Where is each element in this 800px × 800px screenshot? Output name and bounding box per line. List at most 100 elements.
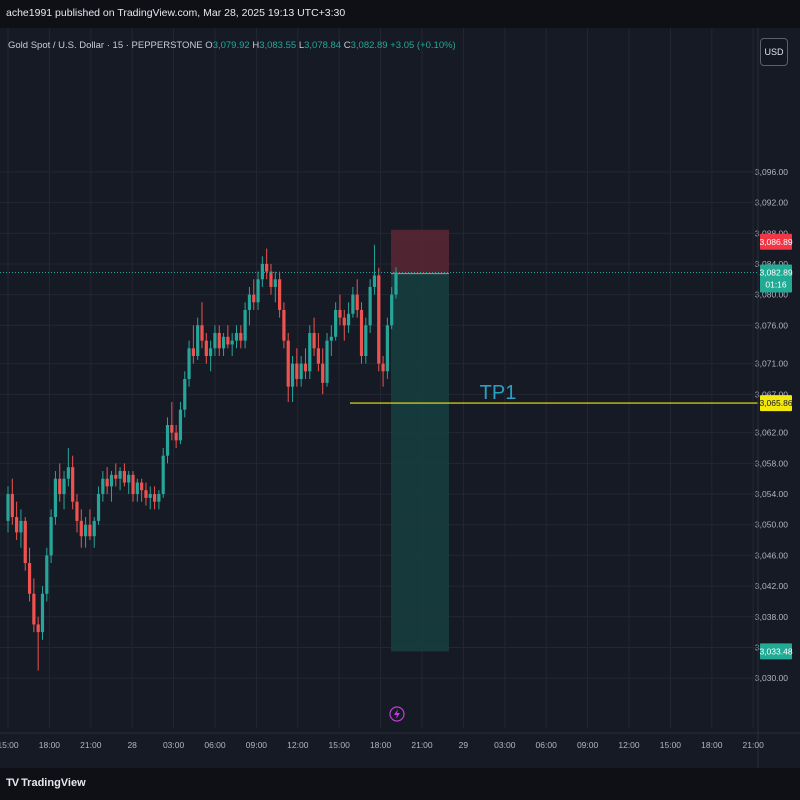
candle[interactable] [234,325,239,349]
candle[interactable] [161,448,165,498]
candle[interactable] [342,309,346,341]
candle[interactable] [204,332,208,364]
candle[interactable] [346,302,351,333]
candle[interactable] [71,455,75,510]
candle[interactable] [187,340,191,387]
candle[interactable] [217,325,221,356]
candle[interactable] [377,267,381,372]
candle[interactable] [200,302,204,349]
candle[interactable] [312,317,316,356]
candle[interactable] [334,302,338,341]
candle[interactable] [364,317,368,364]
candle[interactable] [183,371,187,418]
candle[interactable] [148,486,152,510]
candle[interactable] [53,471,58,525]
candle[interactable] [278,271,282,318]
candle[interactable] [23,517,27,571]
candle[interactable] [144,482,148,506]
candle[interactable] [338,294,342,326]
candle[interactable] [58,463,62,502]
candle[interactable] [295,348,299,387]
candle[interactable] [273,271,277,303]
candle[interactable] [135,478,139,502]
candle[interactable] [230,332,234,356]
candle[interactable] [45,547,49,602]
candle[interactable] [325,332,329,387]
candle[interactable] [269,263,273,295]
candle[interactable] [88,509,92,541]
candle[interactable] [226,325,230,349]
candle[interactable] [316,332,320,372]
candle[interactable] [127,471,131,495]
candle[interactable] [118,467,122,491]
candle[interactable] [368,279,372,333]
candle[interactable] [290,355,295,402]
candle[interactable] [36,616,40,671]
candle[interactable] [256,271,260,310]
candle[interactable] [32,578,36,633]
candle[interactable] [359,302,364,364]
currency-button[interactable]: USD [760,38,788,66]
candle[interactable] [152,486,157,510]
candle[interactable] [303,348,308,379]
candle-body [346,313,351,326]
candle[interactable] [114,463,118,487]
candle[interactable] [84,517,88,548]
candle-body [338,309,342,318]
candle[interactable] [92,517,96,548]
candle[interactable] [372,244,377,295]
candle[interactable] [122,463,126,487]
candle[interactable] [157,490,161,510]
candle[interactable] [351,286,355,318]
candle-body [381,363,385,372]
candle[interactable] [209,340,213,372]
candle[interactable] [140,478,144,502]
candle[interactable] [75,494,79,533]
candle[interactable] [308,325,312,379]
candle[interactable] [10,478,14,525]
candle[interactable] [131,471,135,502]
candle[interactable] [40,586,45,640]
candle[interactable] [15,501,19,541]
candle[interactable] [282,302,286,349]
chart-area[interactable]: TP1 3,030.003,034.003,038.003,042.003,04… [0,28,800,768]
candle-body [334,309,338,337]
candle[interactable] [196,317,200,360]
candle[interactable] [299,355,303,387]
candle[interactable] [355,279,359,318]
candle[interactable] [174,425,178,449]
candle[interactable] [19,509,23,548]
candle[interactable] [286,332,290,402]
candle[interactable] [252,279,256,310]
candle[interactable] [49,509,53,564]
candle[interactable] [213,325,217,356]
candle[interactable] [62,471,66,510]
candle[interactable] [6,486,10,533]
candle[interactable] [109,471,114,502]
candle[interactable] [66,448,70,487]
candle[interactable] [178,402,183,445]
price-tag-text: 3,065.86 [759,398,792,408]
lightning-icon[interactable] [389,706,405,722]
x-tick-label: 21:00 [80,740,102,750]
candle[interactable] [170,402,174,441]
candle[interactable] [329,325,333,356]
candle[interactable] [385,317,389,379]
candle[interactable] [101,471,105,502]
candle[interactable] [105,467,109,495]
candle[interactable] [243,302,247,349]
candle[interactable] [239,325,243,349]
candle[interactable] [321,348,325,395]
price-chart[interactable]: TP1 3,030.003,034.003,038.003,042.003,04… [0,28,800,768]
candle[interactable] [381,355,385,387]
candle[interactable] [390,286,394,330]
candle[interactable] [165,417,170,464]
candle[interactable] [191,325,195,364]
candle[interactable] [260,256,264,287]
candle[interactable] [27,547,32,602]
candle[interactable] [247,286,252,326]
candle[interactable] [221,332,226,356]
candle[interactable] [96,486,101,525]
candle[interactable] [79,509,83,548]
candle[interactable] [265,248,269,280]
